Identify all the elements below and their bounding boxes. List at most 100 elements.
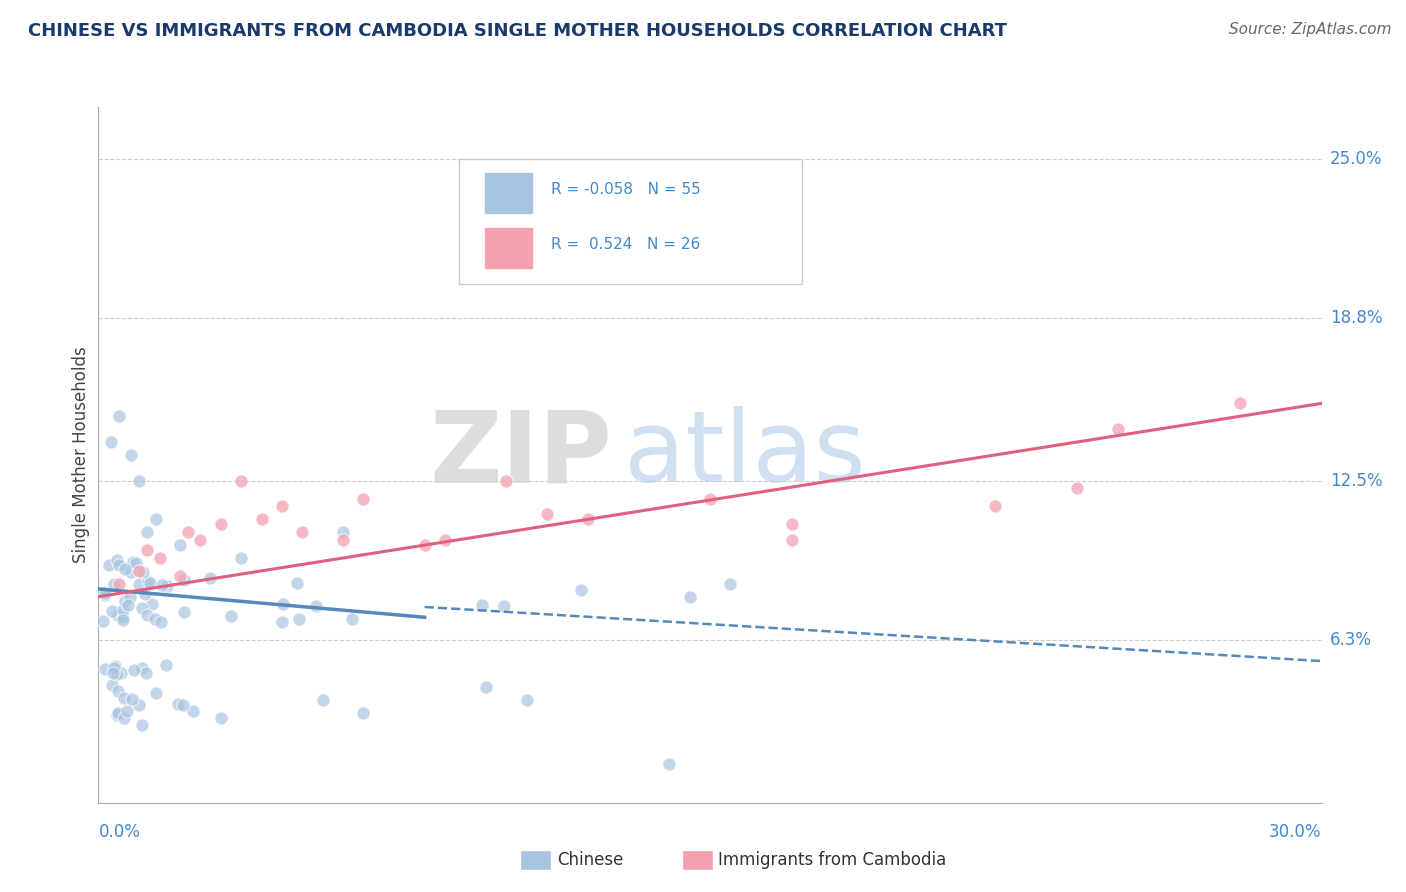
Point [780, 533, 803, 547]
Point [271, 597, 294, 611]
Point [135, 608, 157, 623]
Point [136, 525, 159, 540]
Point [231, 551, 253, 566]
Point [188, 533, 212, 547]
Point [111, 613, 134, 627]
Point [718, 576, 742, 591]
Point [138, 574, 160, 588]
Point [128, 577, 150, 591]
Bar [484, 172, 533, 213]
Point [121, 691, 143, 706]
Point [285, 575, 308, 590]
Point [120, 448, 142, 462]
Point [136, 543, 159, 558]
Point [125, 556, 148, 570]
Point [155, 579, 177, 593]
Text: 0.0%: 0.0% [98, 823, 141, 841]
Point [97, 558, 120, 572]
Point [658, 757, 681, 772]
Point [143, 611, 166, 625]
Point [155, 657, 177, 672]
Point [200, 571, 222, 585]
Point [250, 512, 273, 526]
Point [780, 517, 803, 532]
Point [138, 575, 160, 590]
Point [474, 680, 498, 694]
Point [984, 500, 1007, 514]
Point [107, 683, 129, 698]
Point [112, 609, 135, 624]
Point [149, 551, 172, 566]
Y-axis label: Single Mother Households: Single Mother Households [72, 347, 90, 563]
Point [114, 562, 136, 576]
Point [101, 666, 124, 681]
Point [124, 663, 146, 677]
Point [145, 512, 167, 526]
Point [115, 704, 138, 718]
Point [117, 598, 139, 612]
Point [110, 666, 132, 681]
Point [128, 564, 150, 578]
Point [101, 604, 124, 618]
Point [108, 576, 131, 591]
Point [107, 608, 129, 623]
Point [352, 706, 374, 720]
Text: 6.3%: 6.3% [1330, 632, 1372, 649]
Point [112, 711, 135, 725]
Point [150, 615, 173, 629]
Point [352, 491, 374, 506]
Point [291, 525, 314, 540]
Point [1229, 396, 1251, 410]
Point [108, 558, 131, 572]
Point [221, 609, 243, 624]
Point [135, 665, 157, 680]
Point [111, 603, 134, 617]
Point [112, 690, 135, 705]
Point [288, 611, 311, 625]
Point [471, 599, 494, 613]
Point [312, 692, 335, 706]
Bar [484, 227, 533, 269]
Point [231, 474, 253, 488]
Point [120, 566, 142, 580]
Text: 25.0%: 25.0% [1330, 150, 1382, 168]
Point [305, 599, 328, 613]
Point [536, 507, 558, 521]
Point [103, 661, 125, 675]
Point [128, 474, 150, 488]
Text: R = -0.058   N = 55: R = -0.058 N = 55 [551, 182, 700, 196]
Point [173, 574, 195, 588]
Point [104, 658, 127, 673]
Point [100, 435, 122, 450]
Point [169, 538, 191, 552]
Point [94, 586, 117, 600]
Text: ZIP: ZIP [429, 407, 612, 503]
Point [516, 692, 538, 706]
Point [141, 597, 163, 611]
Point [433, 533, 456, 547]
Point [94, 588, 117, 602]
Point [131, 661, 153, 675]
Text: atlas: atlas [624, 407, 866, 503]
Point [93, 614, 115, 628]
Point [1107, 422, 1129, 436]
Point [332, 525, 354, 540]
Point [209, 711, 232, 725]
Text: CHINESE VS IMMIGRANTS FROM CAMBODIA SINGLE MOTHER HOUSEHOLDS CORRELATION CHART: CHINESE VS IMMIGRANTS FROM CAMBODIA SING… [28, 22, 1007, 40]
Point [173, 605, 195, 619]
Point [128, 698, 150, 712]
Point [679, 590, 702, 604]
Text: R =  0.524   N = 26: R = 0.524 N = 26 [551, 237, 700, 252]
Point [94, 662, 117, 676]
Point [340, 612, 363, 626]
Point [107, 706, 129, 721]
Point [495, 474, 517, 488]
Point [177, 525, 200, 540]
Point [169, 569, 191, 583]
Point [132, 565, 155, 579]
Point [131, 601, 153, 615]
Point [134, 587, 156, 601]
Point [150, 578, 173, 592]
Text: 18.8%: 18.8% [1330, 310, 1382, 327]
Point [172, 698, 194, 712]
